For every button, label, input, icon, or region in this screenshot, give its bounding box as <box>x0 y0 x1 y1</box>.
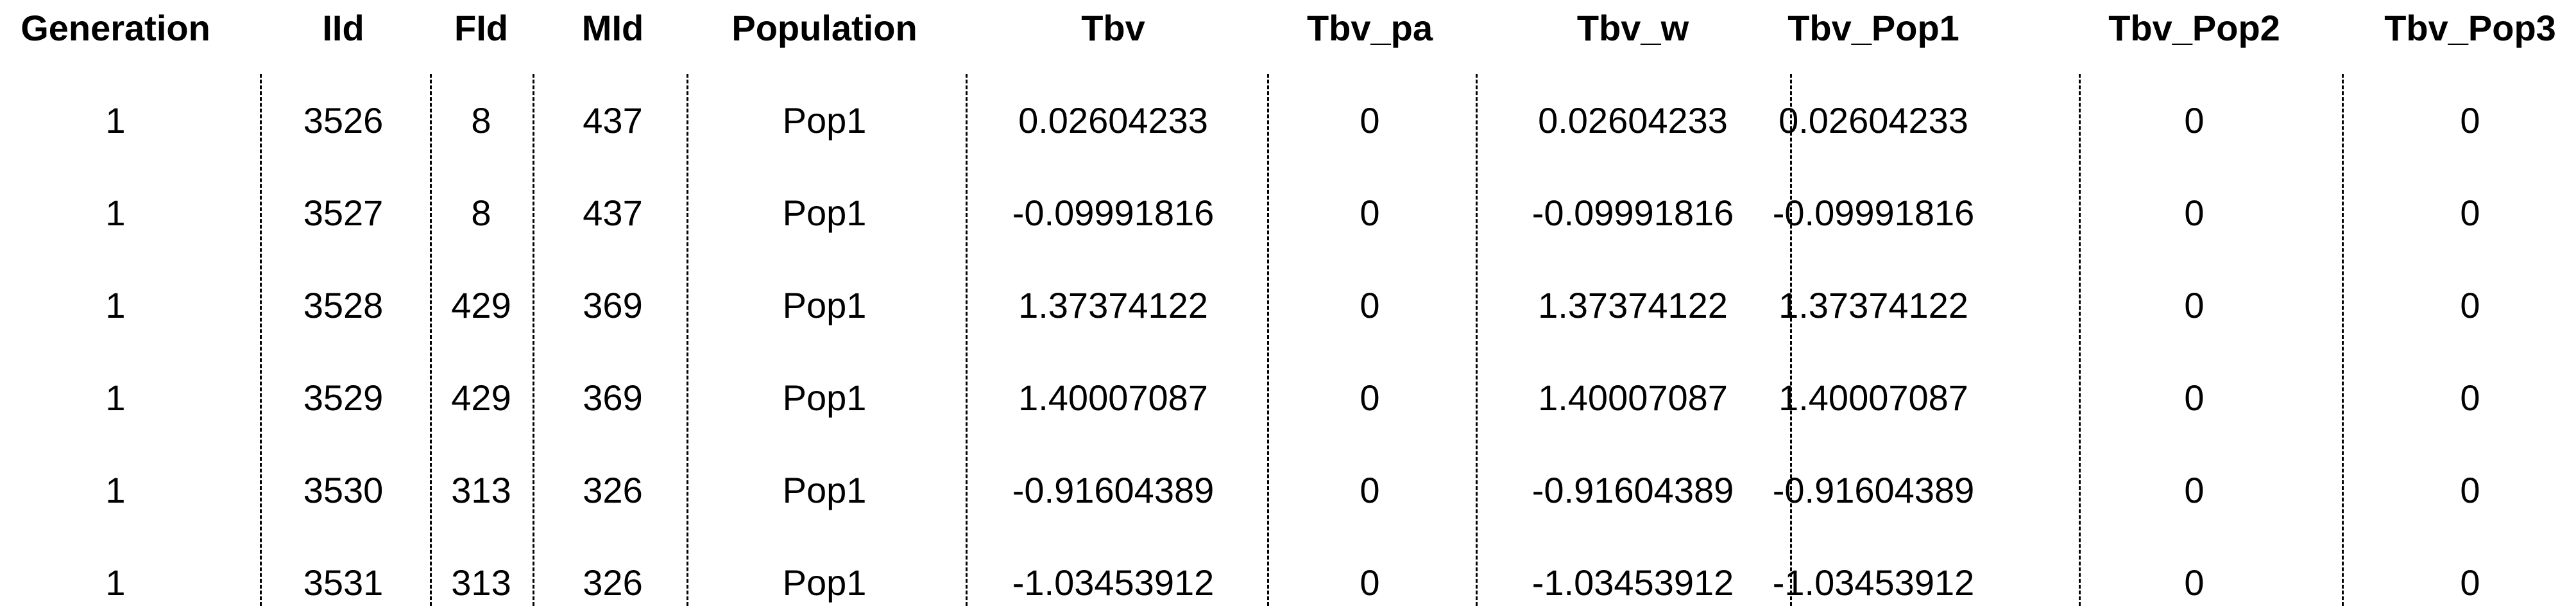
cell-generation: 1 <box>105 377 126 418</box>
cell-tbv-pa: 0 <box>1360 377 1380 418</box>
column-header-tbv-pa: Tbv_pa <box>1306 8 1433 48</box>
cell-tbv-pa: 0 <box>1360 193 1380 233</box>
column-separator <box>260 74 262 606</box>
cell-tbv-w: -0.09991816 <box>1531 193 1734 233</box>
column-separator <box>430 74 432 606</box>
column-header-tbv-pop3: Tbv_Pop3 <box>2384 8 2556 48</box>
cell-tbv-pop3: 0 <box>2460 377 2480 418</box>
column-separator <box>1267 74 1269 606</box>
cell-mid: 437 <box>583 100 643 141</box>
cell-tbv-w: 1.40007087 <box>1538 377 1728 418</box>
cell-generation: 1 <box>105 100 126 141</box>
cell-tbv-pop1: -1.03453912 <box>1772 562 1975 603</box>
cell-mid: 369 <box>583 285 643 325</box>
column-header-tbv: Tbv <box>1081 8 1145 48</box>
column-header-mid: MId <box>581 8 644 48</box>
cell-mid: 369 <box>583 377 643 418</box>
column-header-tbv-pop2: Tbv_Pop2 <box>2108 8 2280 48</box>
cell-population: Pop1 <box>782 562 867 603</box>
cell-fid: 429 <box>451 377 511 418</box>
cell-tbv-pop2: 0 <box>2184 562 2205 603</box>
cell-tbv-pop1: 1.37374122 <box>1778 285 1968 325</box>
column-separator <box>1790 74 1792 606</box>
column-separator <box>1476 74 1478 606</box>
cell-tbv-pop1: 0.02604233 <box>1778 100 1968 141</box>
cell-tbv: -0.09991816 <box>1012 193 1215 233</box>
cell-tbv: -1.03453912 <box>1012 562 1215 603</box>
cell-tbv-w: -1.03453912 <box>1531 562 1734 603</box>
cell-tbv-pop2: 0 <box>2184 285 2205 325</box>
cell-tbv-w: 0.02604233 <box>1538 100 1728 141</box>
column-header-population: Population <box>731 8 917 48</box>
column-separator <box>687 74 688 606</box>
cell-iid: 3528 <box>303 285 384 325</box>
cell-fid: 429 <box>451 285 511 325</box>
cell-iid: 3530 <box>303 470 384 510</box>
cell-tbv-pa: 0 <box>1360 100 1380 141</box>
cell-tbv-pop2: 0 <box>2184 377 2205 418</box>
column-header-tbv-pop1: Tbv_Pop1 <box>1787 8 1959 48</box>
cell-tbv-pop2: 0 <box>2184 193 2205 233</box>
cell-tbv-w: -0.91604389 <box>1531 470 1734 510</box>
column-header-generation: Generation <box>21 8 210 48</box>
cell-tbv-pa: 0 <box>1360 285 1380 325</box>
cell-tbv: 0.02604233 <box>1018 100 1208 141</box>
cell-tbv-pop1: -0.09991816 <box>1772 193 1975 233</box>
cell-population: Pop1 <box>782 377 867 418</box>
cell-tbv-pop3: 0 <box>2460 470 2480 510</box>
cell-tbv: 1.37374122 <box>1018 285 1208 325</box>
cell-mid: 437 <box>583 193 643 233</box>
cell-mid: 326 <box>583 562 643 603</box>
cell-population: Pop1 <box>782 285 867 325</box>
cell-tbv-pop2: 0 <box>2184 100 2205 141</box>
cell-tbv-pop3: 0 <box>2460 562 2480 603</box>
cell-mid: 326 <box>583 470 643 510</box>
column-header-fid: FId <box>454 8 508 48</box>
column-separator <box>2079 74 2081 606</box>
cell-tbv-pop2: 0 <box>2184 470 2205 510</box>
cell-tbv: 1.40007087 <box>1018 377 1208 418</box>
cell-generation: 1 <box>105 562 126 603</box>
cell-tbv-pa: 0 <box>1360 470 1380 510</box>
cell-tbv-pop3: 0 <box>2460 100 2480 141</box>
cell-generation: 1 <box>105 470 126 510</box>
cell-population: Pop1 <box>782 193 867 233</box>
column-header-tbv-w: Tbv_w <box>1576 8 1689 48</box>
cell-tbv-pop1: -0.91604389 <box>1772 470 1975 510</box>
cell-tbv-w: 1.37374122 <box>1538 285 1728 325</box>
cell-generation: 1 <box>105 285 126 325</box>
column-header-iid: IId <box>322 8 364 48</box>
cell-tbv-pa: 0 <box>1360 562 1380 603</box>
cell-iid: 3527 <box>303 193 384 233</box>
cell-generation: 1 <box>105 193 126 233</box>
column-separator <box>2342 74 2344 606</box>
cell-population: Pop1 <box>782 470 867 510</box>
cell-tbv-pop3: 0 <box>2460 193 2480 233</box>
column-separator <box>966 74 968 606</box>
cell-iid: 3526 <box>303 100 384 141</box>
column-separator <box>533 74 534 606</box>
cell-fid: 313 <box>451 470 511 510</box>
cell-population: Pop1 <box>782 100 867 141</box>
cell-fid: 8 <box>471 193 491 233</box>
cell-tbv-pop1: 1.40007087 <box>1778 377 1968 418</box>
cell-iid: 3529 <box>303 377 384 418</box>
cell-fid: 8 <box>471 100 491 141</box>
cell-tbv-pop3: 0 <box>2460 285 2480 325</box>
cell-iid: 3531 <box>303 562 384 603</box>
cell-tbv: -0.91604389 <box>1012 470 1215 510</box>
cell-fid: 313 <box>451 562 511 603</box>
